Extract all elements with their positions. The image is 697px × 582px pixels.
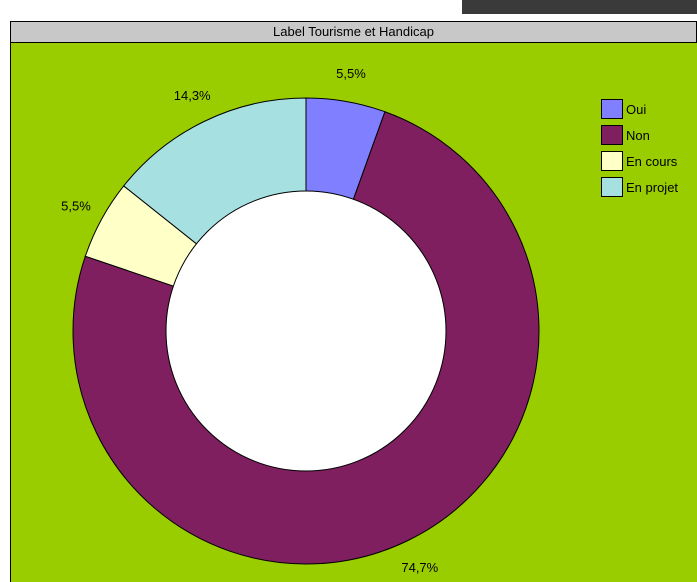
legend-label: Oui (626, 101, 647, 117)
chart-legend: Oui Non En cours En projet (601, 96, 697, 200)
legend-item: Non (601, 122, 697, 148)
legend-swatch (601, 177, 623, 197)
legend-label: En projet (626, 179, 679, 195)
legend-item: En cours (601, 148, 697, 174)
slice-value-label: 14,3% (174, 88, 211, 103)
slice-value-label: 5,5% (61, 199, 91, 214)
slice-value-label: 5,5% (336, 66, 366, 81)
legend-label: En cours (626, 153, 678, 169)
legend-swatch (601, 151, 623, 171)
window-top-bar (462, 0, 697, 14)
legend-swatch (601, 99, 623, 119)
donut-hole (165, 190, 447, 472)
legend-swatch (601, 125, 623, 145)
chart-title: Label Tourisme et Handicap (10, 21, 697, 43)
legend-label: Non (626, 127, 650, 143)
slice-value-label: 74,7% (401, 560, 438, 575)
legend-item: En projet (601, 174, 697, 200)
legend-item: Oui (601, 96, 697, 122)
